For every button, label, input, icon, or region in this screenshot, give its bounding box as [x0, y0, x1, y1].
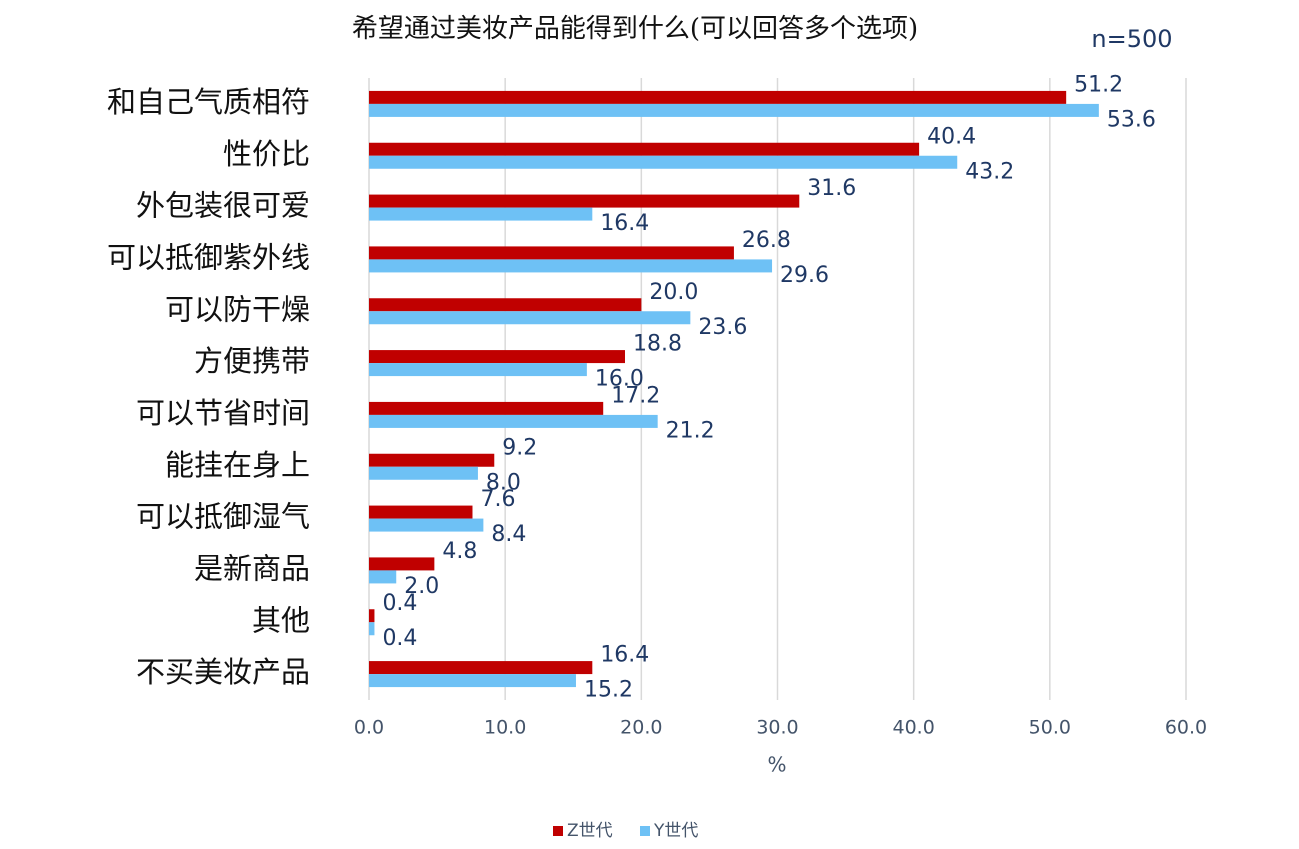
y-tick-label: 可以抵御湿气	[136, 500, 310, 534]
bar	[369, 557, 435, 571]
data-label: 2.0	[404, 574, 439, 599]
x-tick-label: 50.0	[1029, 717, 1071, 739]
chart-title: 希望通过美妆产品能得到什么(可以回答多个选项)	[352, 14, 918, 44]
legend-swatch	[553, 826, 563, 836]
bar	[369, 401, 604, 415]
legend-label: Z世代	[567, 821, 613, 841]
bar	[369, 414, 658, 428]
data-label: 26.8	[742, 228, 791, 253]
data-label: 16.4	[600, 643, 649, 668]
y-tick-label: 和自己气质相符	[107, 85, 310, 119]
bar	[369, 90, 1067, 104]
data-label: 0.4	[382, 626, 417, 651]
bar	[369, 311, 691, 325]
bar	[369, 103, 1099, 117]
data-label: 8.0	[486, 470, 521, 495]
x-tick-label: 10.0	[484, 717, 526, 739]
bar	[369, 518, 484, 532]
bar	[369, 609, 375, 623]
bar	[369, 466, 478, 480]
y-tick-label: 可以节省时间	[136, 396, 310, 430]
annotation: n=500	[1091, 25, 1172, 53]
data-label: 31.6	[807, 176, 856, 201]
bar	[369, 505, 473, 519]
bar	[369, 259, 773, 273]
data-label: 21.2	[666, 418, 715, 443]
data-label: 9.2	[502, 435, 537, 460]
data-label: 53.6	[1107, 107, 1156, 132]
bar	[369, 453, 495, 467]
bar	[369, 207, 593, 221]
data-label: 40.4	[927, 124, 976, 149]
data-label: 43.2	[965, 159, 1014, 184]
bar	[369, 570, 397, 584]
x-axis-label: %	[767, 753, 786, 777]
legend-swatch	[640, 826, 650, 836]
data-label: 15.2	[584, 678, 633, 703]
data-label: 51.2	[1074, 72, 1123, 97]
y-tick-label: 是新商品	[194, 551, 310, 585]
y-tick-label: 可以抵御紫外线	[107, 240, 310, 274]
bar	[369, 194, 800, 208]
bar	[369, 246, 734, 260]
y-tick-label: 外包装很可爱	[136, 189, 310, 223]
y-tick-label: 能挂在身上	[165, 448, 310, 482]
data-label: 16.0	[595, 367, 644, 392]
bar	[369, 622, 375, 636]
y-tick-label: 性价比	[223, 137, 310, 171]
x-tick-label: 20.0	[620, 717, 662, 739]
data-label: 0.4	[382, 591, 417, 616]
y-tick-label: 不买美妆产品	[136, 655, 310, 689]
bar	[369, 142, 920, 156]
data-label: 29.6	[780, 263, 829, 288]
legend-label: Y世代	[653, 821, 698, 841]
data-label: 17.2	[611, 383, 660, 408]
data-label: 23.6	[698, 315, 747, 340]
bar	[369, 298, 642, 312]
data-label: 16.4	[600, 211, 649, 236]
bar	[369, 155, 958, 169]
data-label: 18.8	[633, 332, 682, 357]
data-label: 20.0	[649, 280, 698, 305]
data-label: 7.6	[480, 487, 515, 512]
bar	[369, 350, 625, 364]
x-tick-label: 0.0	[354, 717, 384, 739]
x-tick-label: 40.0	[893, 717, 935, 739]
x-tick-label: 60.0	[1165, 717, 1207, 739]
data-label: 4.8	[442, 539, 477, 564]
bar	[369, 674, 576, 688]
data-label: 8.4	[491, 522, 526, 547]
y-tick-label: 方便携带	[194, 344, 310, 378]
bar	[369, 363, 587, 377]
x-tick-label: 30.0	[756, 717, 798, 739]
y-tick-label: 可以防干燥	[165, 292, 310, 326]
y-tick-label: 其他	[252, 603, 310, 637]
bar	[369, 661, 593, 675]
